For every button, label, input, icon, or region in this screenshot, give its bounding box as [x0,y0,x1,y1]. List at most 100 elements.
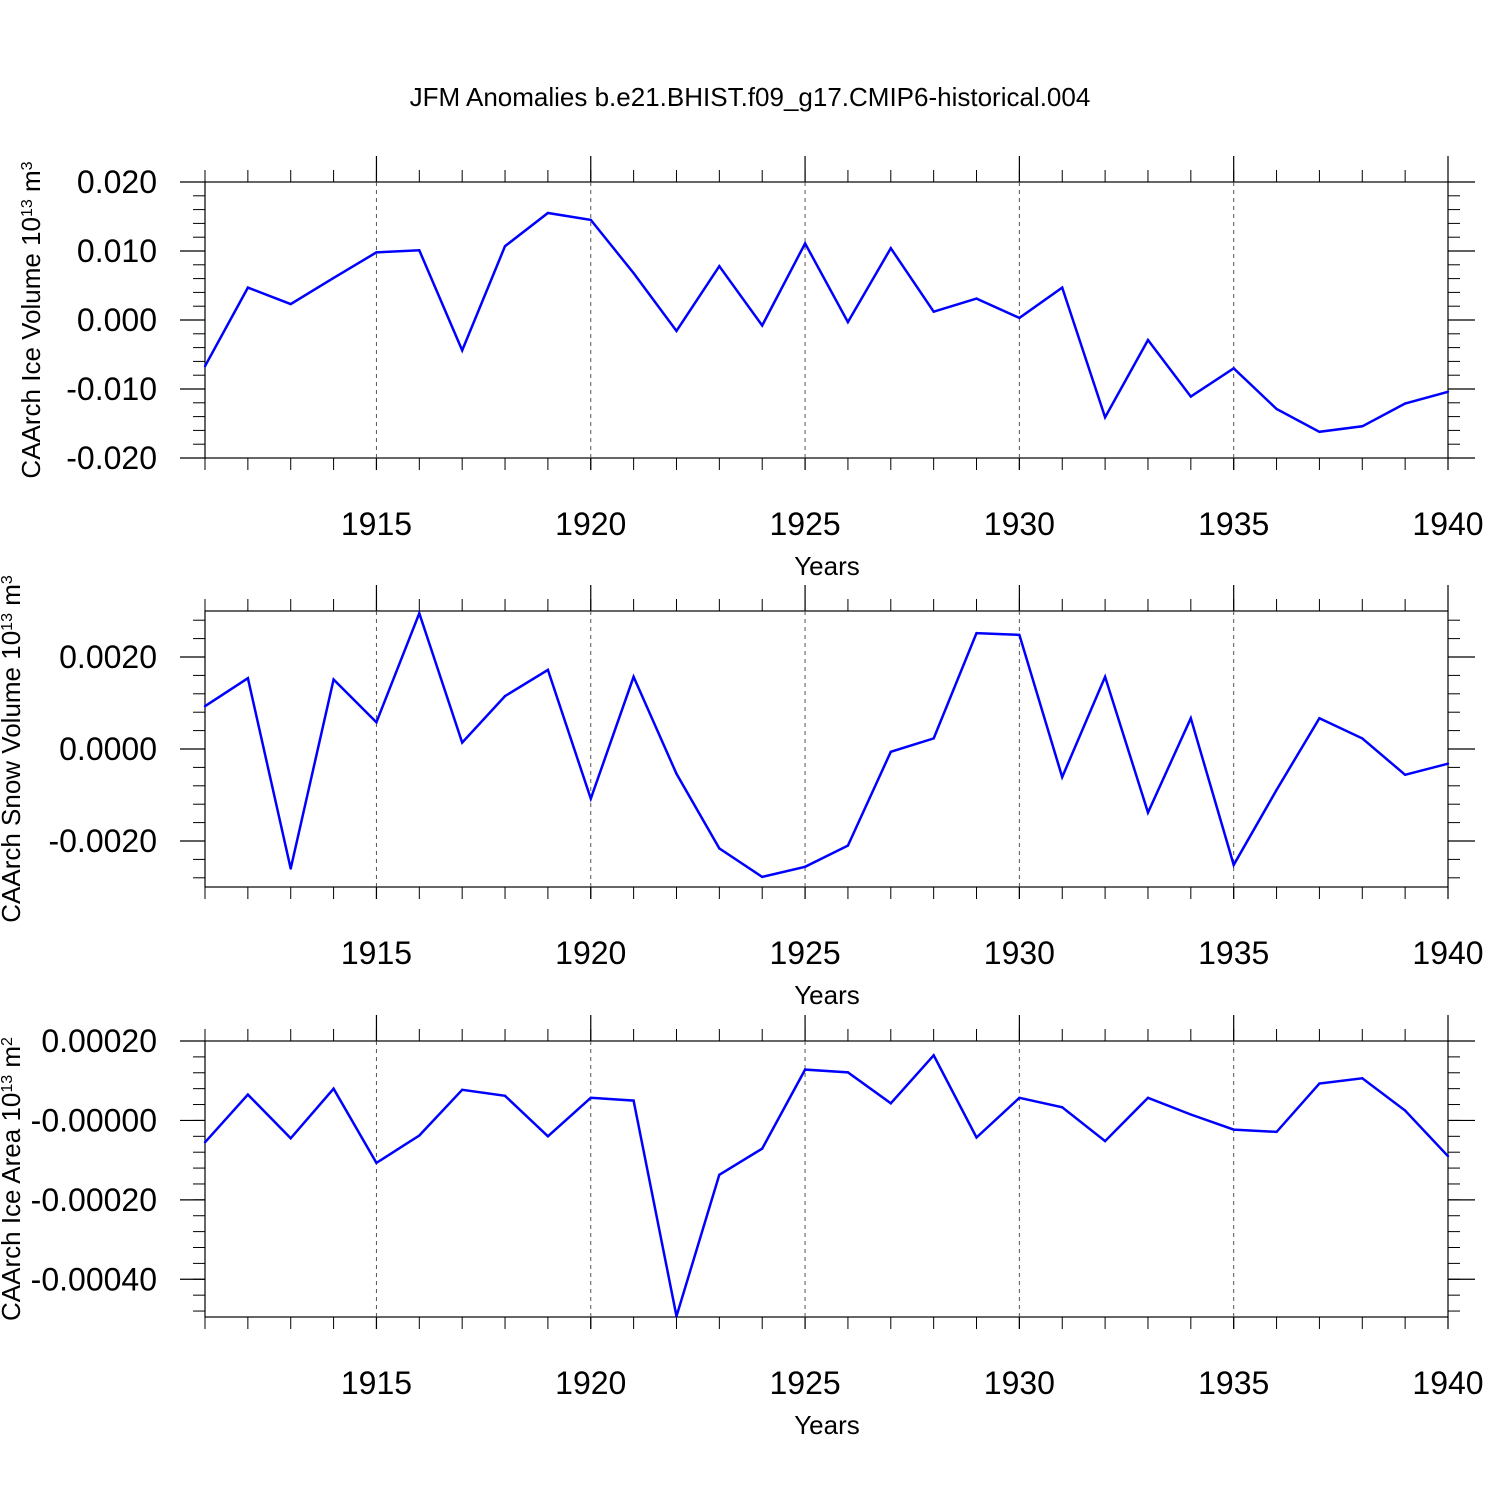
x-tick-label: 1915 [341,506,412,542]
data-point [546,1135,550,1138]
data-point [1103,675,1107,678]
data-point [1146,1096,1150,1099]
data-point [675,329,678,333]
x-tick-label: 1935 [1198,506,1269,542]
y-tick-label: -0.00000 [31,1102,157,1138]
data-point [546,668,550,672]
data-point [1275,1130,1278,1134]
data-point [589,1096,592,1099]
data-point [846,320,850,324]
data-point [1061,286,1064,289]
data-point [975,631,978,635]
data-point [1318,430,1321,433]
data-point [975,1136,978,1139]
x-tick-label: 1940 [1412,506,1483,542]
y-tick-label: -0.00020 [31,1182,157,1218]
data-point [375,251,378,254]
data-point [546,211,550,215]
data-point [203,365,207,368]
data-point [1318,716,1321,720]
data-point [1446,762,1450,765]
data-point [589,218,592,222]
data-point [203,705,207,708]
y-tick-label: 0.00020 [41,1023,157,1059]
data-point [589,797,592,800]
y-tick-label: 0.0020 [59,639,157,675]
data-point [1189,395,1193,398]
data-point [1146,338,1150,342]
data-point [289,302,292,306]
data-point [1446,1154,1450,1158]
data-point [1403,402,1407,405]
data-point [718,847,721,850]
data-point [1232,367,1235,370]
x-axis-title: Years [794,980,860,1010]
data-point [1061,1106,1064,1109]
figure-title: JFM Anomalies b.e21.BHIST.f09_g17.CMIP6-… [409,82,1091,112]
data-point [1275,407,1278,411]
data-point [460,349,464,352]
data-point [418,1134,421,1137]
data-point [503,694,507,698]
data-point [846,1071,850,1074]
data-point [332,276,335,280]
x-tick-label: 1930 [984,935,1055,971]
x-tick-label: 1920 [555,1365,626,1401]
y-tick-label: -0.00040 [31,1261,157,1297]
x-tick-label: 1915 [341,935,412,971]
data-point [375,1161,378,1165]
data-point [1275,788,1278,792]
data-point [632,1099,635,1102]
data-point [1446,390,1450,393]
x-tick-label: 1915 [341,1365,412,1401]
data-point [1146,811,1150,814]
plot-frame [204,181,1449,459]
y-tick-label: 0.000 [77,302,157,338]
data-point [503,244,507,248]
x-tick-label: 1940 [1412,1365,1483,1401]
x-tick-label: 1930 [984,1365,1055,1401]
ice-volume-panel: 1915 1920 1925 1930 1935 1940 Years 0.020 0.010 0… [16,156,1484,581]
data-point [803,242,807,245]
data-point [1361,737,1364,740]
data-point [1061,775,1064,779]
data-point [289,867,292,870]
data-point [1018,1096,1021,1099]
y-tick-label: 0.010 [77,233,157,269]
data-point [289,1137,292,1140]
snow-volume-panel: 1915 1920 1925 1930 1935 1940 Years 0.0020 0.000… [0,575,1484,1010]
y-tick-label: 0.020 [77,164,157,200]
y-tick-label: -0.020 [66,440,157,476]
data-point [246,676,250,680]
data-point [1403,773,1407,776]
x-tick-label: 1920 [555,935,626,971]
data-point [932,737,935,740]
y-tick-label: -0.010 [66,371,157,407]
data-point [375,721,378,724]
data-point [632,675,635,678]
data-point [761,324,764,327]
data-point [1018,316,1021,320]
data-point [632,271,635,275]
data-point [803,1068,807,1071]
data-point [1103,1139,1107,1143]
data-point [932,1054,935,1057]
data-point [803,865,807,868]
data-point [1361,425,1364,428]
x-tick-label: 1935 [1198,1365,1269,1401]
x-tick-label: 1935 [1198,935,1269,971]
data-point [761,1147,764,1150]
y-axis-title: CAArch Ice Volume 1013 m3 [16,161,46,478]
data-point [889,750,892,753]
data-point [761,875,764,879]
x-axis-title: Years [794,551,860,581]
data-point [932,310,935,313]
data-point [975,297,978,300]
data-point [889,1102,892,1105]
data-point [332,1087,335,1090]
y-axis-title: CAArch Ice Area 1013 m2 [0,1037,26,1321]
data-point [718,1173,721,1177]
ice-area-panel: 1915 1920 1925 1930 1935 1940 Years 0.00020 -0.0… [0,1015,1484,1440]
data-point [1318,1082,1321,1085]
